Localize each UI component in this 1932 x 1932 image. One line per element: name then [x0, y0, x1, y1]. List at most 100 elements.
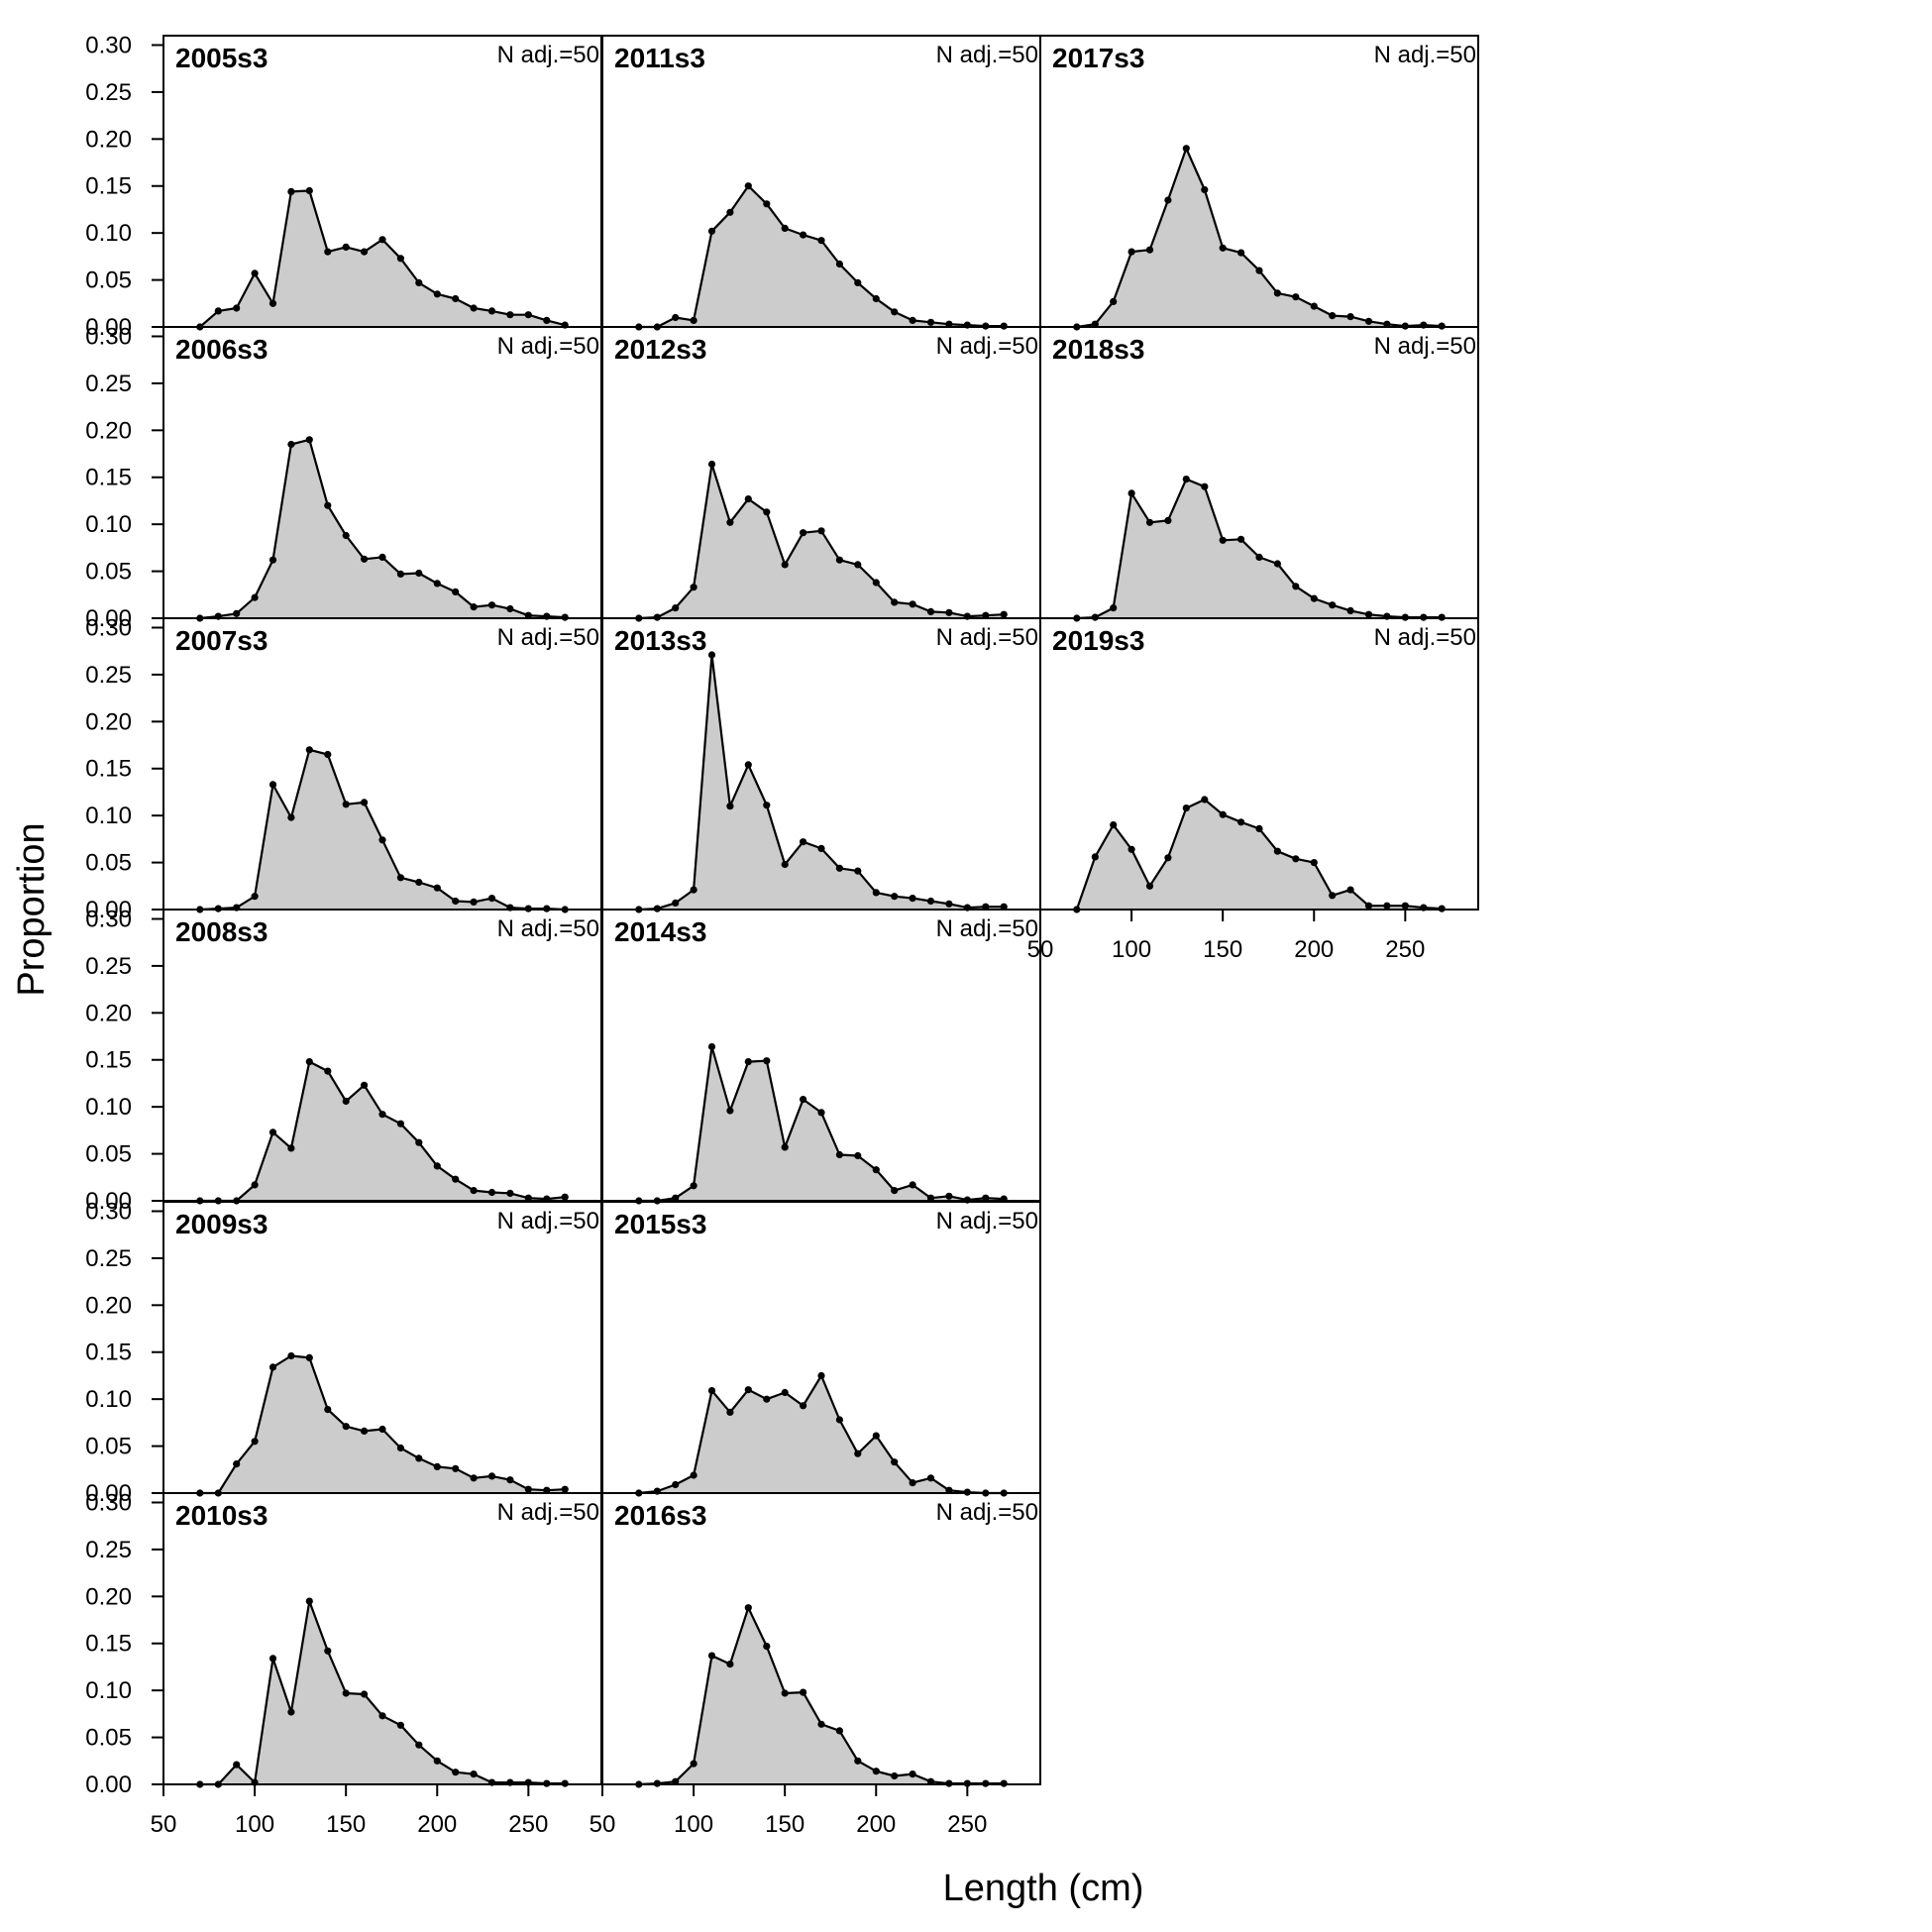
point-2011s3-140	[763, 200, 771, 208]
point-2010s3-170	[378, 1712, 386, 1720]
point-2009s3-140	[324, 1406, 332, 1414]
point-2012s3-180	[835, 556, 844, 564]
point-2019s3-90	[1110, 821, 1118, 829]
point-2014s3-150	[781, 1143, 789, 1151]
point-2007s3-110	[268, 781, 277, 789]
point-2012s3-190	[854, 561, 862, 569]
x-tick-label-col-1-50: 50	[151, 1811, 177, 1838]
point-2009s3-110	[268, 1363, 277, 1371]
point-2008s3-240	[506, 1189, 514, 1197]
point-2005s3-210	[452, 294, 460, 303]
n-adj-label-2008s3: N adj.=50	[497, 915, 599, 942]
point-2012s3-200	[872, 579, 880, 587]
panel-2015s3: 2015s3 N adj.=50	[601, 1201, 1041, 1497]
y-tick-label-row-1-0.20: 0.20	[85, 126, 132, 153]
area-2013s3	[638, 655, 1005, 910]
point-2008s3-110	[268, 1128, 277, 1136]
point-2006s3-210	[452, 588, 460, 596]
y-tick-label-row-5-0.25: 0.25	[85, 1245, 132, 1272]
y-tick-label-row-3-0.00: 0.00	[85, 897, 132, 923]
point-2015s3-160	[800, 1402, 807, 1410]
point-2009s3-250	[524, 1485, 532, 1493]
point-2006s3-130	[305, 436, 313, 444]
point-2013s3-150	[781, 860, 789, 869]
point-2010s3-120	[287, 1708, 295, 1716]
point-2013s3-240	[945, 900, 953, 908]
point-2012s3-120	[726, 518, 734, 526]
point-2017s3-160	[1237, 249, 1245, 257]
point-2005s3-150	[342, 243, 350, 251]
point-2010s3-200	[433, 1757, 441, 1765]
n-adj-label-2018s3: N adj.=50	[1374, 333, 1476, 360]
point-2015s3-170	[817, 1371, 825, 1380]
point-2007s3-200	[433, 884, 441, 892]
point-2006s3-220	[470, 603, 478, 611]
y-tick-label-row-2-0.20: 0.20	[85, 417, 132, 444]
panel-2006s3: 2006s3 N adj.=50	[162, 326, 602, 622]
point-2011s3-220	[909, 316, 916, 324]
point-2009s3-200	[433, 1462, 441, 1470]
point-2005s3-160	[361, 248, 369, 256]
point-2005s3-80	[214, 307, 222, 315]
point-2008s3-100	[251, 1181, 259, 1189]
panel-label-2016s3: 2016s3	[614, 1500, 706, 1531]
panel-2016s3: 2016s3 N adj.=50	[601, 1492, 1041, 1788]
point-2017s3-110	[1145, 246, 1154, 254]
point-2017s3-150	[1219, 244, 1227, 252]
point-2010s3-150	[342, 1689, 350, 1697]
y-tick-label-row-1-0.25: 0.25	[85, 79, 132, 106]
point-2013s3-160	[800, 838, 807, 846]
point-2013s3-140	[763, 802, 771, 809]
point-2011s3-230	[926, 318, 935, 326]
area-2011s3	[638, 185, 1005, 327]
point-2017s3-220	[1346, 313, 1354, 321]
point-2013s3-220	[909, 895, 916, 903]
x-tick-label-col-2-150: 150	[765, 1811, 805, 1838]
point-2009s3-130	[305, 1353, 313, 1361]
y-tick-label-row-2-0.25: 0.25	[85, 371, 132, 397]
n-adj-label-2009s3: N adj.=50	[497, 1208, 599, 1234]
point-2010s3-210	[452, 1769, 460, 1776]
point-2009s3-180	[396, 1444, 404, 1452]
point-2005s3-130	[305, 186, 313, 195]
point-2013s3-190	[854, 867, 862, 875]
point-2014s3-210	[891, 1187, 899, 1195]
point-2007s3-120	[287, 813, 295, 821]
point-2019s3-200	[1310, 859, 1318, 867]
n-adj-label-2015s3: N adj.=50	[936, 1208, 1038, 1234]
area-2016s3	[638, 1607, 1005, 1784]
panel-label-2018s3: 2018s3	[1052, 334, 1144, 365]
point-2014s3-120	[726, 1107, 734, 1115]
point-2013s3-230	[926, 897, 935, 906]
point-2014s3-220	[909, 1181, 916, 1189]
point-2017s3-210	[1329, 312, 1337, 320]
panel-label-2006s3: 2006s3	[175, 334, 268, 365]
point-2012s3-240	[945, 608, 953, 616]
point-2006s3-160	[361, 555, 369, 563]
point-2017s3-90	[1110, 297, 1118, 305]
x-tick-label-col-2-250: 250	[947, 1811, 987, 1838]
y-tick-label-row-6-0.30: 0.30	[85, 1489, 132, 1516]
panel-2007s3: 2007s3 N adj.=50	[162, 617, 602, 913]
area-2007s3	[199, 749, 566, 910]
point-2011s3-150	[781, 224, 789, 232]
point-2008s3-140	[324, 1067, 332, 1075]
point-2014s3-100	[690, 1182, 698, 1190]
point-2007s3-100	[251, 893, 259, 901]
y-tick-label-row-1-0.00: 0.00	[85, 314, 132, 341]
y-tick-label-row-5-0.20: 0.20	[85, 1292, 132, 1319]
point-2018s3-130	[1182, 476, 1190, 483]
point-2016s3-130	[744, 1604, 752, 1612]
point-2016s3-150	[781, 1689, 789, 1697]
point-2017s3-200	[1310, 302, 1318, 310]
area-2012s3	[638, 464, 1005, 618]
point-2005s3-250	[524, 311, 532, 319]
point-2007s3-130	[305, 746, 313, 754]
point-2018s3-170	[1255, 553, 1263, 562]
y-tick-label-row-1-0.05: 0.05	[85, 268, 132, 294]
panel-label-2012s3: 2012s3	[614, 334, 706, 365]
point-2019s3-80	[1091, 853, 1099, 861]
y-tick-label-row-3-0.20: 0.20	[85, 708, 132, 735]
point-2013s3-120	[726, 803, 734, 810]
